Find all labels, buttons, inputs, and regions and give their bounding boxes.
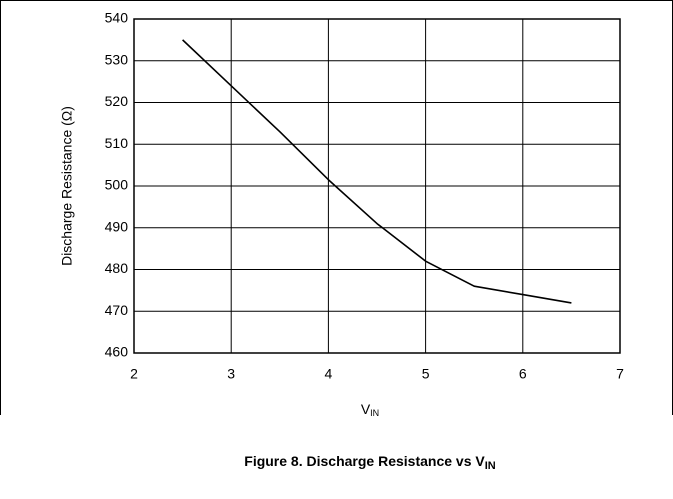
caption: Figure 8. Discharge Resistance vs VIN xyxy=(244,453,496,472)
x-tick-label: 7 xyxy=(616,366,624,382)
y-tick-label: 540 xyxy=(105,10,129,26)
x-label-sub: IN xyxy=(370,408,379,418)
y-tick-label: 500 xyxy=(105,177,129,193)
caption-text: Figure 8. Discharge Resistance vs V xyxy=(244,453,485,469)
x-tick-label: 3 xyxy=(227,366,235,382)
y-tick-label: 470 xyxy=(105,302,129,318)
plot-border xyxy=(133,18,621,354)
y-tick-label: 510 xyxy=(105,135,129,151)
x-label-text: V xyxy=(361,401,371,417)
y-tick-label: 480 xyxy=(105,260,129,276)
data-line xyxy=(182,39,572,304)
y-tick-label: 490 xyxy=(105,218,129,234)
y-axis-label: Discharge Resistance (Ω) xyxy=(59,106,75,266)
x-tick-label: 5 xyxy=(422,366,430,382)
x-tick-label: 2 xyxy=(130,366,138,382)
x-tick-label: 4 xyxy=(325,366,333,382)
x-tick-label: 6 xyxy=(519,366,527,382)
y-tick-label: 530 xyxy=(105,51,129,67)
x-axis-label: VIN xyxy=(361,401,379,419)
y-tick-label: 520 xyxy=(105,93,129,109)
y-tick-label: 460 xyxy=(105,344,129,360)
caption-sub: IN xyxy=(485,460,496,472)
